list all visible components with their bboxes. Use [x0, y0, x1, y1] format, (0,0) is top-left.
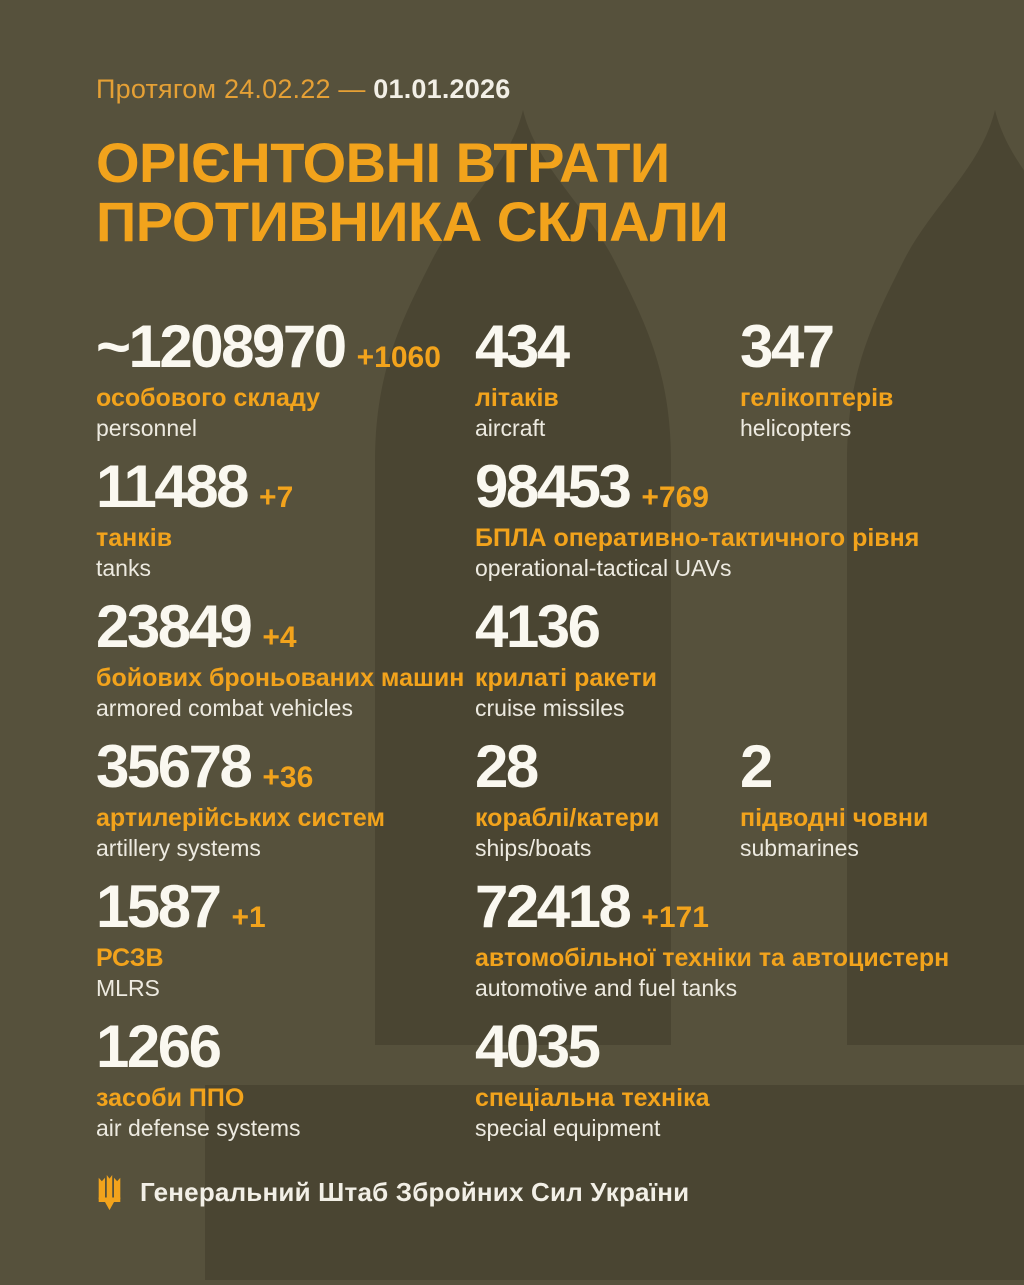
stat-label-en: ships/boats [475, 834, 592, 861]
stats-row: 35678 +36 артилерійських систем artillery s… [96, 736, 1024, 878]
stat-label-ua: РСЗВ [96, 943, 164, 972]
stat-value: 1266 [96, 1012, 222, 1080]
stat-armored-combat-vehicles: 23849 +4 бойових броньованих машин armored … [96, 596, 475, 723]
stat-submarines: 2 підводні човни submarines [740, 736, 1024, 863]
stat-personnel: ~1208970 +1060 особового складу personnel [96, 316, 475, 443]
stat-label-en: submarines [740, 834, 859, 861]
stat-label-ua: крилаті ракети [475, 663, 657, 692]
infographic: Протягом 24.02.22 — 01.01.2026 ОРІЄНТОВН… [96, 74, 1024, 1212]
stat-label-ua: кораблі/катери [475, 803, 660, 832]
stats-row: 1266 засоби ППО air defense systems 4035 спе… [96, 1016, 1024, 1158]
stat-label-en: automotive and fuel tanks [475, 974, 738, 1001]
stat-cruise-missiles: 4136 крилаті ракети cruise missiles [475, 596, 1024, 723]
stat-number: 23849 +4 [96, 596, 463, 656]
stat-ships-boats: 28 кораблі/катери ships/boats [475, 736, 740, 863]
stats-row: ~1208970 +1060 особового складу personnel 43… [96, 316, 1024, 458]
stat-number: 434 [475, 316, 728, 376]
page-title: ОРІЄНТОВНІ ВТРАТИ ПРОТИВНИКА СКЛАЛИ [96, 133, 1024, 252]
stat-value: 35678 [96, 732, 253, 800]
stats-row: 1587 +1 РСЗВ MLRS 72418 +171 автомобільної тех… [96, 876, 1024, 1018]
stat-delta: +4 [262, 620, 297, 654]
stat-label-en: special equipment [475, 1114, 661, 1141]
report-period: Протягом 24.02.22 — 01.01.2026 [96, 74, 1024, 105]
stat-label-en: personnel [96, 414, 198, 441]
stat-value: ~1208970 [96, 312, 347, 380]
stat-tanks: 11488 +7 танків tanks [96, 456, 475, 583]
stat-value: 4136 [475, 592, 601, 660]
stat-label-ua: літаків [475, 383, 559, 412]
organization-name: Генеральний Штаб Збройних Сил України [140, 1177, 690, 1208]
footer: Генеральний Штаб Збройних Сил України [96, 1174, 1024, 1212]
stat-label-en: MLRS [96, 974, 160, 1001]
stat-number: 11488 +7 [96, 456, 463, 516]
stat-value: 434 [475, 312, 570, 380]
stat-label-ua: засоби ППО [96, 1083, 245, 1112]
stat-label-en: tanks [96, 554, 151, 581]
stat-label-en: artillery systems [96, 834, 261, 861]
stat-label-en: armored combat vehicles [96, 694, 353, 721]
stat-label-en: helicopters [740, 414, 852, 441]
period-prefix-label: Протягом 24.02.22 — [96, 74, 366, 104]
stat-value: 28 [475, 732, 539, 800]
stat-artillery-systems: 35678 +36 артилерійських систем artillery s… [96, 736, 475, 863]
stat-value: 72418 [475, 872, 632, 940]
stat-label-ua: спеціальна техніка [475, 1083, 710, 1112]
stat-number: 2 [740, 736, 1012, 796]
stat-number: 72418 +171 [475, 876, 1012, 936]
stat-label-ua: БПЛА оперативно-тактичного рівня [475, 523, 920, 552]
stat-value: 98453 [475, 452, 632, 520]
stat-mlrs: 1587 +1 РСЗВ MLRS [96, 876, 475, 1003]
stat-label-ua: бойових броньованих машин [96, 663, 465, 692]
stat-delta: +36 [262, 760, 314, 794]
period-end-date: 01.01.2026 [373, 74, 511, 104]
stat-air-defense-systems: 1266 засоби ППО air defense systems [96, 1016, 475, 1143]
stat-operational-tactical-uavs: 98453 +769 БПЛА оперативно-тактичного рівн… [475, 456, 1024, 583]
stat-number: 4035 [475, 1016, 1012, 1076]
stat-helicopters: 347 гелікоптерів helicopters [740, 316, 1024, 443]
stat-value: 23849 [96, 592, 253, 660]
stat-number: 28 [475, 736, 728, 796]
stat-value: 347 [740, 312, 835, 380]
stat-label-en: operational-tactical UAVs [475, 554, 732, 581]
stat-delta: +171 [641, 900, 709, 934]
stat-delta: +769 [641, 480, 709, 514]
stat-number: 35678 +36 [96, 736, 463, 796]
stat-number: 4136 [475, 596, 1012, 656]
stat-number: ~1208970 +1060 [96, 316, 463, 376]
stat-value: 2 [740, 732, 773, 800]
stat-number: 1587 +1 [96, 876, 463, 936]
title-line-1: ОРІЄНТОВНІ ВТРАТИ [96, 131, 670, 194]
trident-icon [98, 1174, 121, 1210]
stat-value: 11488 [96, 452, 250, 520]
stats-row: 11488 +7 танків tanks 98453 +769 БПЛА оператив… [96, 456, 1024, 598]
stat-number: 347 [740, 316, 1012, 376]
stat-delta: +1 [231, 900, 266, 934]
stat-delta: +1060 [356, 340, 441, 374]
title-line-2: ПРОТИВНИКА СКЛАЛИ [96, 190, 729, 254]
stats-row: 23849 +4 бойових броньованих машин armored … [96, 596, 1024, 738]
stat-label-ua: автомобільної техніки та автоцистерн [475, 943, 950, 972]
stat-value: 4035 [475, 1012, 601, 1080]
stat-label-ua: танків [96, 523, 173, 552]
stat-label-en: aircraft [475, 414, 546, 441]
stat-label-en: cruise missiles [475, 694, 625, 721]
stat-label-ua: особового складу [96, 383, 321, 412]
stat-label-ua: артилерійських систем [96, 803, 385, 832]
stat-label-ua: підводні човни [740, 803, 929, 832]
stat-special-equipment: 4035 спеціальна техніка special equipment [475, 1016, 1024, 1143]
stat-number: 98453 +769 [475, 456, 1012, 516]
stat-delta: +7 [259, 480, 294, 514]
stat-automotive-and-fuel-tanks: 72418 +171 автомобільної техніки та автоци… [475, 876, 1024, 1003]
stat-label-en: air defense systems [96, 1114, 301, 1141]
stat-label-ua: гелікоптерів [740, 383, 894, 412]
stats-grid: ~1208970 +1060 особового складу personnel 43… [96, 316, 1024, 1158]
stat-aircraft: 434 літаків aircraft [475, 316, 740, 443]
stat-number: 1266 [96, 1016, 463, 1076]
stat-value: 1587 [96, 872, 222, 940]
